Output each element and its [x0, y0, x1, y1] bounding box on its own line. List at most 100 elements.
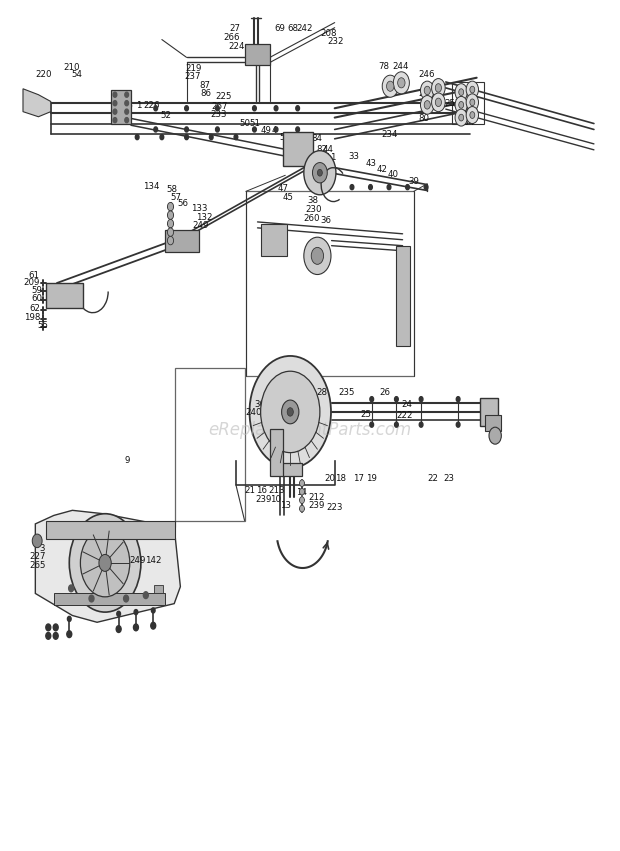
Text: 79: 79 [433, 93, 445, 101]
Text: 26: 26 [379, 388, 390, 397]
Circle shape [489, 427, 502, 444]
Text: 51: 51 [249, 119, 260, 128]
FancyBboxPatch shape [165, 230, 199, 252]
Circle shape [116, 625, 121, 632]
Circle shape [125, 92, 128, 97]
Text: 241: 241 [268, 388, 285, 397]
FancyBboxPatch shape [46, 283, 83, 308]
Circle shape [185, 127, 188, 132]
Circle shape [466, 81, 479, 98]
Text: 52: 52 [161, 111, 172, 120]
Text: 24: 24 [401, 399, 412, 408]
Circle shape [68, 616, 71, 621]
Text: 47: 47 [278, 184, 289, 193]
Text: 245: 245 [418, 89, 435, 98]
Text: 1: 1 [136, 101, 141, 110]
Text: 43: 43 [366, 158, 376, 168]
Text: 260: 260 [304, 214, 321, 223]
Circle shape [125, 100, 128, 106]
Text: 46: 46 [291, 143, 303, 152]
Circle shape [455, 83, 467, 100]
Text: 86: 86 [201, 89, 212, 98]
Text: 265: 265 [30, 561, 46, 569]
Text: 27: 27 [230, 24, 241, 33]
Text: 233: 233 [210, 111, 226, 119]
Text: 45: 45 [283, 192, 294, 202]
Circle shape [435, 98, 441, 106]
Text: 49: 49 [260, 126, 272, 134]
Circle shape [299, 497, 304, 504]
Circle shape [274, 106, 278, 111]
Text: 234: 234 [458, 118, 475, 127]
Circle shape [459, 89, 464, 95]
Circle shape [234, 134, 238, 140]
Circle shape [69, 585, 74, 591]
Circle shape [419, 397, 423, 402]
Text: 16: 16 [255, 486, 267, 495]
Circle shape [151, 608, 155, 613]
FancyBboxPatch shape [54, 593, 165, 605]
Text: 208: 208 [320, 29, 337, 37]
Circle shape [296, 127, 299, 132]
Text: 210: 210 [63, 63, 79, 71]
Circle shape [69, 514, 141, 612]
Text: 80: 80 [418, 114, 430, 123]
Circle shape [304, 151, 336, 195]
Text: 20: 20 [325, 474, 336, 483]
Text: 56: 56 [177, 199, 188, 208]
Circle shape [420, 95, 434, 114]
Text: 28: 28 [316, 388, 327, 397]
FancyBboxPatch shape [245, 43, 270, 65]
Circle shape [470, 99, 475, 106]
Circle shape [154, 127, 157, 132]
Text: 219: 219 [185, 64, 202, 72]
Circle shape [466, 94, 479, 111]
Text: 237: 237 [184, 72, 201, 81]
Text: 22: 22 [427, 474, 438, 483]
Text: 10: 10 [270, 494, 281, 504]
Circle shape [135, 134, 139, 140]
Text: 234: 234 [381, 130, 397, 139]
Circle shape [424, 185, 428, 190]
Text: 19: 19 [366, 474, 376, 483]
Text: 54: 54 [72, 70, 82, 78]
Text: 18: 18 [335, 474, 346, 483]
Text: 84: 84 [312, 134, 323, 143]
Text: 235: 235 [339, 388, 355, 397]
Text: 53: 53 [122, 101, 133, 110]
Circle shape [435, 83, 441, 92]
Text: 226: 226 [143, 101, 160, 110]
Text: 61: 61 [29, 271, 40, 280]
Text: 13: 13 [280, 501, 291, 511]
FancyBboxPatch shape [396, 246, 410, 346]
Text: 222: 222 [396, 411, 413, 420]
FancyBboxPatch shape [46, 521, 175, 540]
Circle shape [459, 101, 464, 108]
Circle shape [167, 211, 174, 220]
Circle shape [260, 371, 320, 453]
Text: 21: 21 [244, 486, 255, 495]
Text: 249: 249 [193, 221, 209, 231]
Text: eReplacementParts.com: eReplacementParts.com [208, 420, 412, 439]
Text: 3: 3 [40, 544, 45, 553]
Text: 257: 257 [445, 100, 461, 108]
Circle shape [424, 86, 430, 94]
Circle shape [134, 609, 138, 614]
Circle shape [249, 356, 331, 468]
Circle shape [143, 591, 148, 598]
Text: 213: 213 [268, 486, 285, 495]
Circle shape [312, 163, 327, 183]
Text: 223: 223 [326, 503, 342, 512]
Circle shape [274, 127, 278, 132]
Text: 142: 142 [144, 556, 161, 564]
Circle shape [382, 75, 398, 97]
Text: 4: 4 [272, 126, 277, 134]
Circle shape [125, 109, 128, 114]
Text: 211: 211 [320, 152, 337, 162]
Text: 239: 239 [255, 494, 272, 504]
Text: 40: 40 [387, 169, 398, 179]
Circle shape [113, 100, 117, 106]
FancyBboxPatch shape [154, 585, 163, 593]
Text: 57: 57 [170, 193, 182, 203]
Circle shape [185, 134, 188, 140]
